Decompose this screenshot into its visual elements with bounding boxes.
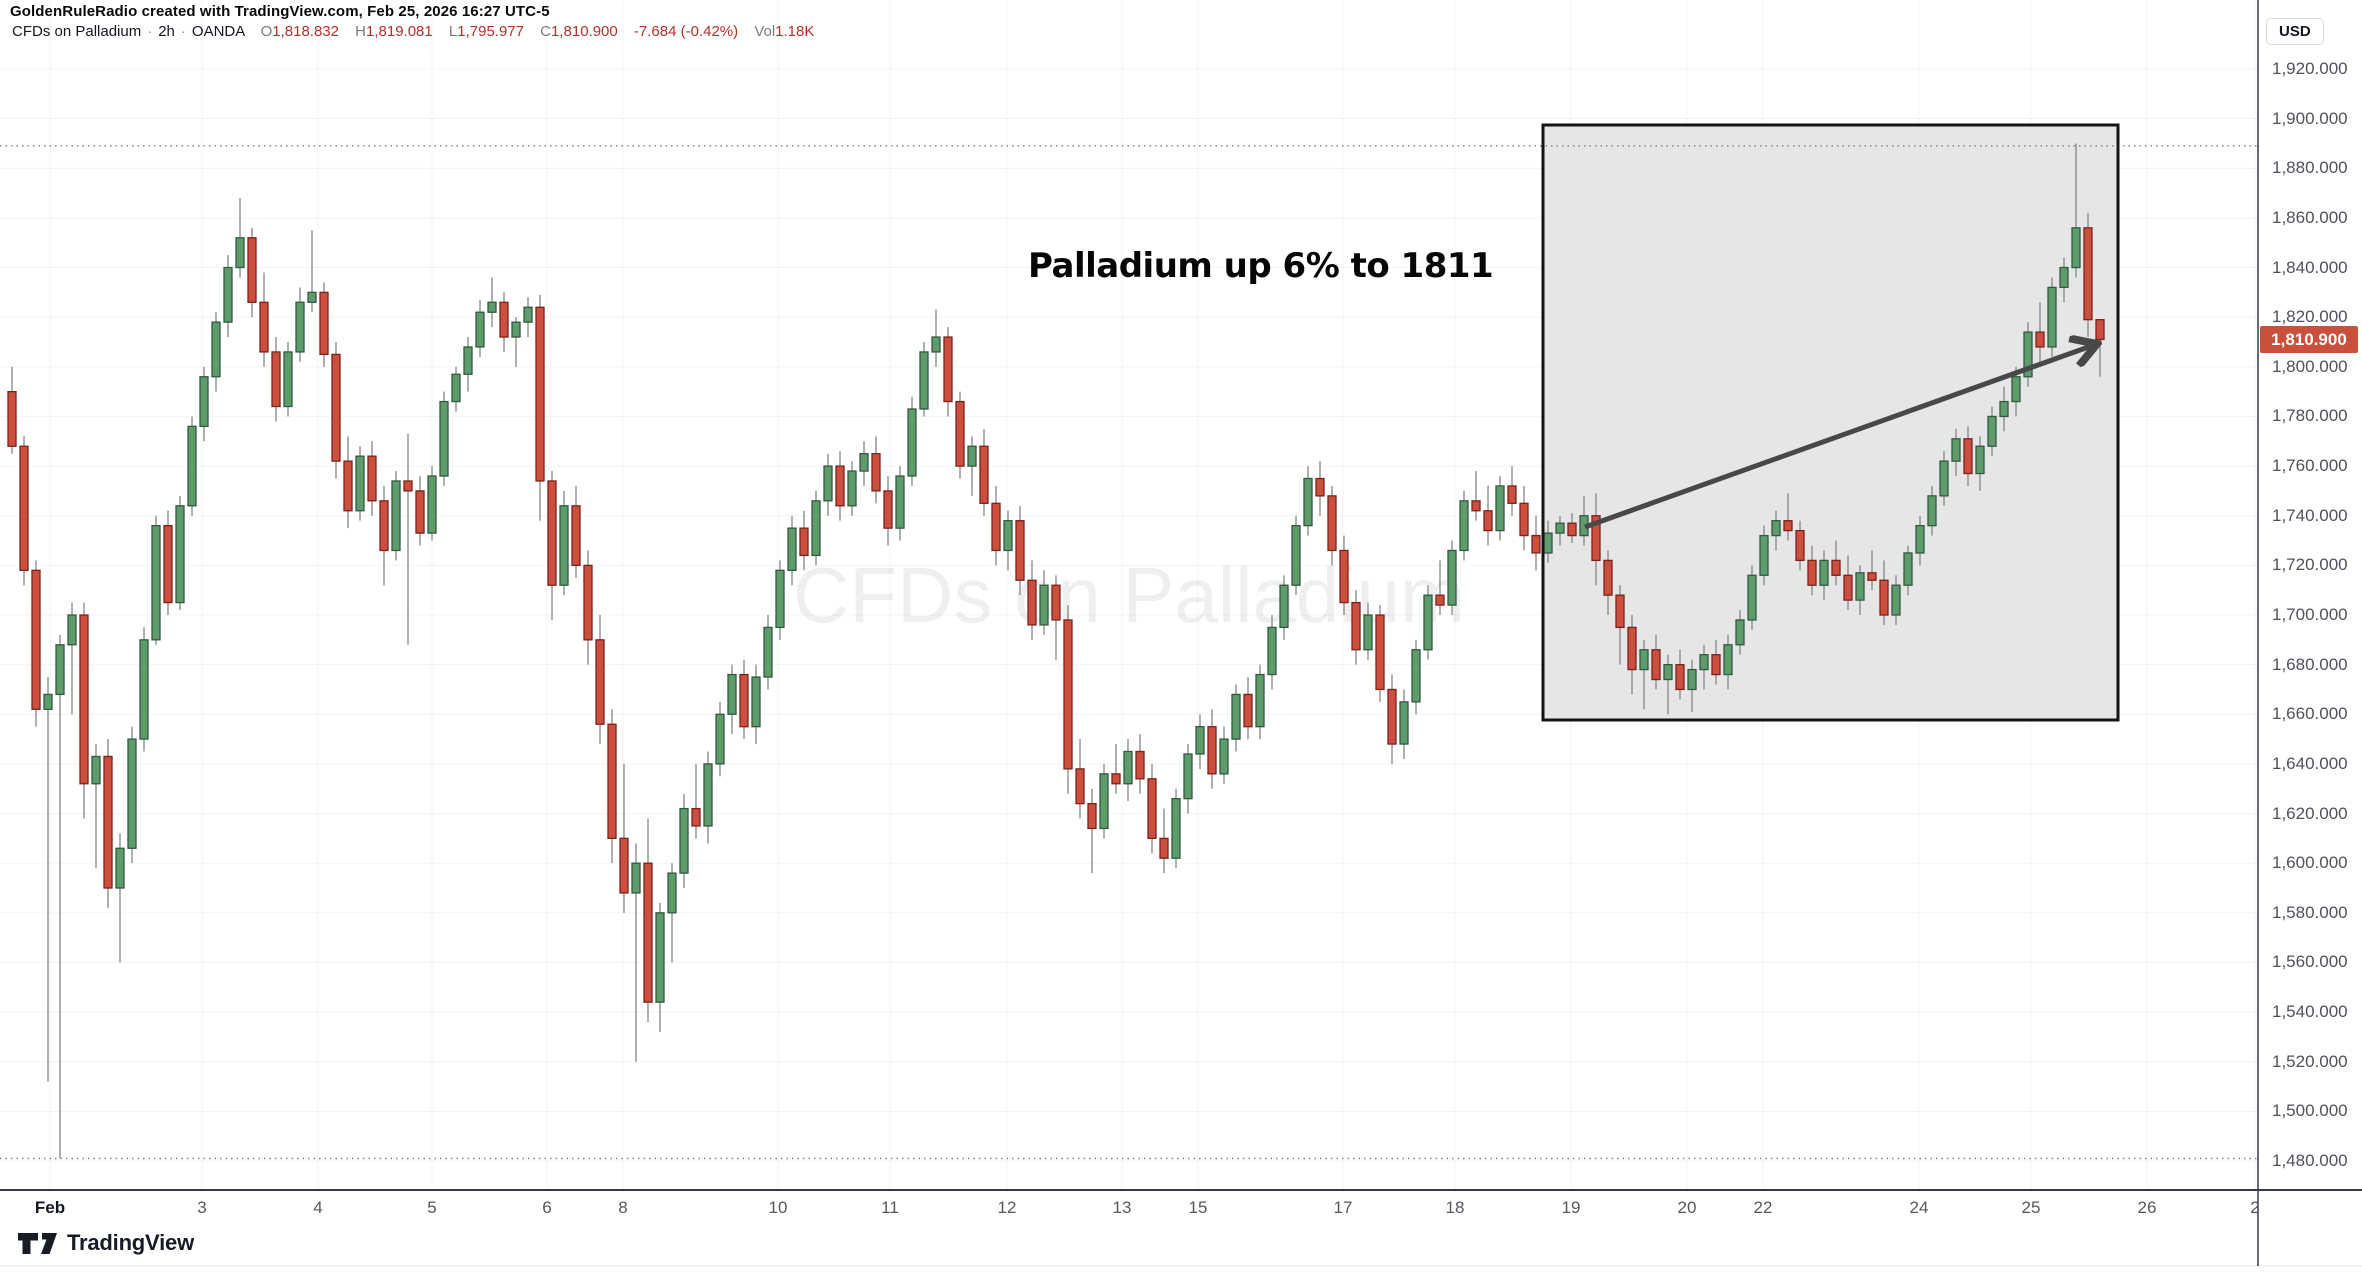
price-tick: 1,620.000 (2272, 803, 2348, 823)
annotation-text: Palladium up 6% to 1811 (1028, 246, 1494, 286)
date-tick: 12 (997, 1198, 1017, 1217)
exchange-label: OANDA (191, 23, 245, 40)
price-axis[interactable]: USD 1,920.000 1,900.000 1,880.000 1,860.000… (2258, 0, 2362, 1190)
date-tick: 18 (1445, 1198, 1465, 1217)
price-tick: 1,580.000 (2272, 902, 2348, 922)
tradingview-logomark-icon (18, 1232, 57, 1254)
high-value: 1,819.081 (366, 23, 433, 40)
price-tick: 1,740.000 (2272, 505, 2348, 525)
last-price-badge: 1,810.900 (2260, 326, 2358, 354)
date-tick: 17 (1333, 1198, 1353, 1217)
date-tick: 26 (2137, 1198, 2157, 1217)
symbol-title: CFDs on Palladium (12, 23, 142, 40)
tradingview-logo-text: TradingView (67, 1230, 194, 1255)
legend-separator: · (147, 23, 153, 40)
date-tick: 8 (618, 1198, 628, 1217)
price-tick: 1,880.000 (2272, 158, 2348, 178)
date-tick: 25 (2021, 1198, 2041, 1217)
price-tick: 1,540.000 (2272, 1002, 2348, 1022)
date-tick: 10 (768, 1198, 788, 1217)
date-tick: 20 (1677, 1198, 1697, 1217)
date-tick: 24 (1909, 1198, 1929, 1217)
low-prefix: L (448, 23, 458, 40)
interval-label: 2h (158, 23, 175, 40)
price-tick: 1,860.000 (2272, 207, 2348, 227)
price-tick: 1,920.000 (2272, 59, 2348, 78)
date-tick: 4 (313, 1198, 323, 1217)
price-tick: 1,780.000 (2272, 406, 2348, 426)
open-prefix: O (260, 23, 273, 40)
price-tick: 1,680.000 (2272, 654, 2348, 674)
date-tick: 13 (1112, 1198, 1132, 1217)
price-tick: 1,760.000 (2272, 456, 2348, 476)
date-tick: 6 (542, 1198, 552, 1217)
high-prefix: H (355, 23, 367, 40)
price-tick: 1,840.000 (2272, 257, 2348, 277)
price-tick: 1,480.000 (2272, 1150, 2348, 1170)
price-tick: 1,720.000 (2272, 555, 2348, 575)
change-value: -7.684 (-0.42%) (633, 23, 739, 40)
date-tick: Feb (34, 1198, 66, 1217)
price-tick: 1,640.000 (2272, 753, 2348, 773)
price-tick: 1,560.000 (2272, 952, 2348, 972)
price-tick: 1,700.000 (2272, 604, 2348, 624)
open-value: 1,818.832 (272, 23, 339, 40)
price-tick: 1,500.000 (2272, 1101, 2348, 1121)
attribution-text: GoldenRuleRadio created with TradingView… (10, 3, 550, 20)
price-tick: 1,820.000 (2272, 307, 2348, 327)
tradingview-logo[interactable]: TradingView (18, 1230, 194, 1256)
close-value: 1,810.900 (551, 23, 618, 40)
price-tick: 1,600.000 (2272, 853, 2348, 873)
volume-value: 1.18K (775, 23, 815, 40)
currency-button[interactable]: USD (2266, 18, 2324, 45)
price-tick: 1,800.000 (2272, 356, 2348, 376)
date-tick: 15 (1188, 1198, 1208, 1217)
date-tick: 11 (881, 1198, 899, 1217)
date-tick: 3 (197, 1198, 207, 1217)
price-tick: 1,660.000 (2272, 704, 2348, 724)
low-value: 1,795.977 (457, 23, 524, 40)
price-tick: 1,900.000 (2272, 108, 2348, 128)
legend-separator: · (180, 23, 186, 40)
symbol-legend[interactable]: CFDs on Palladium · 2h · OANDA O1,818.832 H1… (12, 23, 814, 40)
date-tick: 22 (1753, 1198, 1773, 1217)
close-prefix: C (540, 23, 552, 40)
date-tick: 5 (427, 1198, 437, 1217)
price-tick: 1,520.000 (2272, 1051, 2348, 1071)
date-tick: 19 (1561, 1198, 1581, 1217)
time-axis[interactable]: Feb 3 4 5 6 8 10 11 12 13 15 17 18 19 20 22 24 25 26 2 (0, 1190, 2362, 1236)
volume-prefix: Vol (754, 23, 776, 40)
date-tick: 2 (2250, 1198, 2260, 1217)
